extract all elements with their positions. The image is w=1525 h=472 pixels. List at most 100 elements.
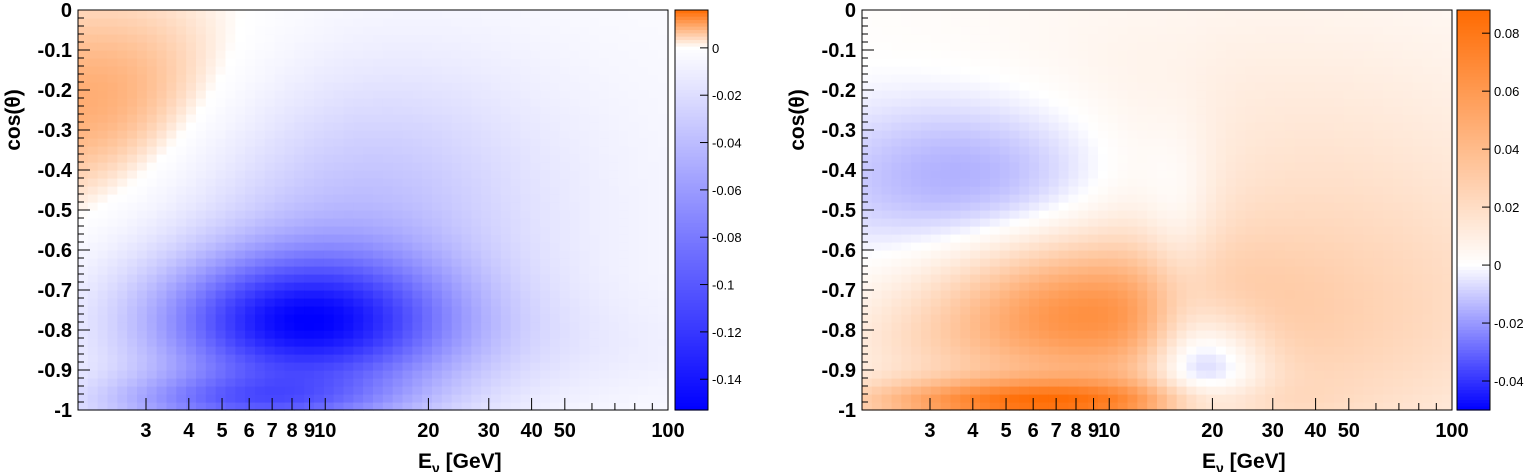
heatmap-cell <box>432 154 443 163</box>
heatmap-cell <box>559 242 571 251</box>
heatmap-cell <box>989 242 1001 251</box>
heatmap-cell <box>1137 186 1148 195</box>
heatmap-cell <box>97 122 109 131</box>
heatmap-cell <box>186 170 197 179</box>
heatmap-cell <box>392 170 404 179</box>
heatmap-cell <box>1078 10 1089 19</box>
heatmap-cell <box>1019 234 1030 243</box>
colorbar-segment <box>675 346 708 351</box>
heatmap-cell <box>1039 258 1050 267</box>
heatmap-cell <box>107 82 118 91</box>
heatmap-cell <box>432 218 443 227</box>
heatmap-cell <box>1157 402 1168 411</box>
heatmap-cell <box>980 258 991 267</box>
heatmap-cell <box>382 42 394 51</box>
heatmap-cell <box>491 330 502 339</box>
heatmap-cell <box>176 178 187 187</box>
heatmap-cell <box>579 106 590 115</box>
heatmap-cell <box>1009 42 1020 51</box>
heatmap-cell <box>921 42 932 51</box>
heatmap-cell <box>1058 242 1070 251</box>
heatmap-cell <box>1009 162 1020 171</box>
heatmap-cell <box>1048 114 1060 123</box>
heatmap-cell <box>333 162 345 171</box>
heatmap-cell <box>97 258 109 267</box>
heatmap-cell <box>235 394 246 403</box>
colorbar-segment <box>675 383 708 388</box>
heatmap-cell <box>970 274 981 283</box>
heatmap-cell <box>609 82 620 91</box>
heatmap-cell <box>1107 10 1119 19</box>
heatmap-cell <box>921 290 932 299</box>
heatmap-cell <box>392 154 404 163</box>
heatmap-cell <box>166 178 177 187</box>
heatmap-cell <box>1196 306 1207 315</box>
heatmap-cell <box>970 402 981 411</box>
heatmap-cell <box>609 378 620 387</box>
heatmap-cell <box>205 130 217 139</box>
heatmap-cell <box>999 74 1011 83</box>
heatmap-cell <box>461 202 472 211</box>
heatmap-cell <box>1206 346 1217 355</box>
heatmap-cell <box>156 306 168 315</box>
heatmap-cell <box>648 98 659 107</box>
heatmap-cell <box>530 370 541 379</box>
heatmap-cell <box>451 82 463 91</box>
heatmap-cell <box>921 154 932 163</box>
heatmap-cell <box>382 322 394 331</box>
heatmap-cell <box>940 386 952 395</box>
heatmap-cell <box>1088 266 1099 275</box>
heatmap-cell <box>1039 98 1050 107</box>
heatmap-cell <box>333 74 345 83</box>
heatmap-cell <box>343 394 354 403</box>
heatmap-cell <box>451 130 463 139</box>
heatmap-cell <box>1098 42 1109 51</box>
heatmap-cell <box>891 338 902 347</box>
heatmap-cell <box>569 18 581 27</box>
heatmap-cell <box>215 18 227 27</box>
heatmap-cell <box>146 322 158 331</box>
heatmap-cell <box>274 266 286 275</box>
heatmap-cell <box>569 282 581 291</box>
heatmap-cell <box>87 154 99 163</box>
heatmap-cell <box>921 186 932 195</box>
heatmap-cell <box>1166 122 1178 131</box>
heatmap-cell <box>392 258 404 267</box>
heatmap-cell <box>323 194 335 203</box>
heatmap-cell <box>970 346 981 355</box>
heatmap-cell <box>589 98 600 107</box>
heatmap-cell <box>559 202 571 211</box>
heatmap-cell <box>274 378 286 387</box>
heatmap-cell <box>609 114 620 123</box>
heatmap-cell <box>569 154 581 163</box>
colorbar-segment <box>675 133 708 138</box>
heatmap-cell <box>274 74 286 83</box>
heatmap-cell <box>373 290 384 299</box>
heatmap-cell <box>510 202 522 211</box>
heatmap-cell <box>186 362 197 371</box>
heatmap-cell <box>609 66 620 75</box>
heatmap-cell <box>921 346 932 355</box>
heatmap-cell <box>1137 402 1148 411</box>
y-tick-label: -0.3 <box>38 120 72 142</box>
heatmap-cell <box>1137 290 1148 299</box>
heatmap-cell <box>1009 154 1020 163</box>
heatmap-cell <box>569 226 581 235</box>
heatmap-cell <box>628 282 640 291</box>
heatmap-cell <box>1098 154 1109 163</box>
heatmap-cell <box>1048 18 1060 27</box>
heatmap-cell <box>609 274 620 283</box>
heatmap-cell <box>304 10 315 19</box>
heatmap-cell <box>1117 242 1129 251</box>
heatmap-cell <box>891 74 902 83</box>
heatmap-cell <box>1157 298 1168 307</box>
heatmap-cell <box>1196 138 1207 147</box>
heatmap-cell <box>107 258 118 267</box>
heatmap-cell <box>333 290 345 299</box>
heatmap-cell <box>930 26 942 35</box>
heatmap-cell <box>648 34 659 43</box>
heatmap-cell <box>989 138 1001 147</box>
heatmap-cell <box>1039 162 1050 171</box>
heatmap-cell <box>294 50 305 59</box>
heatmap-cell <box>1009 314 1020 323</box>
